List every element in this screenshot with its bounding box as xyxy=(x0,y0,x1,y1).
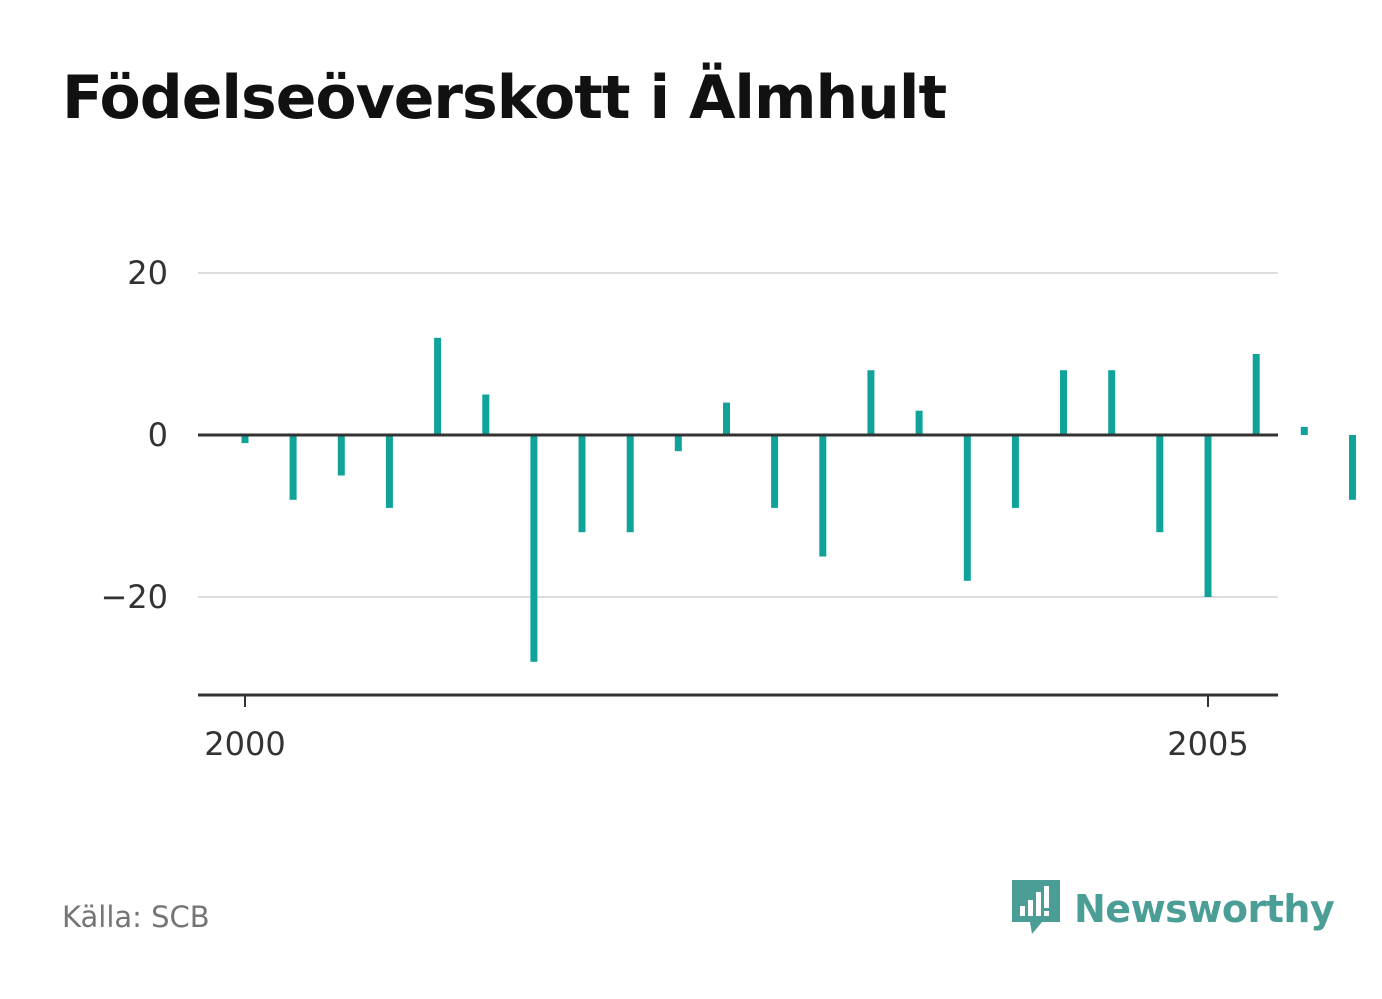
bar xyxy=(482,394,490,435)
x-tick-label: 2000 xyxy=(204,725,285,763)
bar xyxy=(1011,435,1019,508)
bar xyxy=(530,435,538,662)
bar xyxy=(1204,435,1212,597)
bar xyxy=(915,410,923,435)
chart-title: Födelseöverskott i Älmhult xyxy=(62,63,947,133)
bar xyxy=(289,435,297,500)
bar xyxy=(963,435,971,581)
bar xyxy=(1156,435,1164,533)
tick-labels: 200−20200020052010201520202025 xyxy=(100,254,1248,763)
source-note: Källa: SCB xyxy=(62,900,210,934)
bar xyxy=(1108,370,1116,435)
bar xyxy=(819,435,827,557)
y-tick-label: 20 xyxy=(127,254,168,292)
bar xyxy=(771,435,779,508)
bar xyxy=(1349,435,1356,500)
bars xyxy=(241,337,1356,662)
bar xyxy=(1252,354,1260,435)
bar xyxy=(385,435,393,508)
bar xyxy=(434,337,442,435)
y-tick-label: 0 xyxy=(148,416,168,454)
axes xyxy=(198,433,1278,707)
gridlines xyxy=(198,272,1278,598)
bar xyxy=(337,435,345,476)
bar xyxy=(241,435,249,444)
brand-name: Newsworthy xyxy=(1074,887,1335,931)
bar xyxy=(1060,370,1067,435)
x-tick-label: 2005 xyxy=(1167,725,1248,763)
bar xyxy=(626,435,634,533)
bar xyxy=(578,435,586,533)
newsworthy-logo: Newsworthy xyxy=(1010,878,1335,940)
y-tick-label: −20 xyxy=(100,578,168,616)
bar xyxy=(723,402,730,435)
bar xyxy=(1300,426,1308,435)
newsworthy-logo-icon xyxy=(1012,880,1060,934)
bar xyxy=(867,370,875,435)
bar xyxy=(674,435,682,452)
